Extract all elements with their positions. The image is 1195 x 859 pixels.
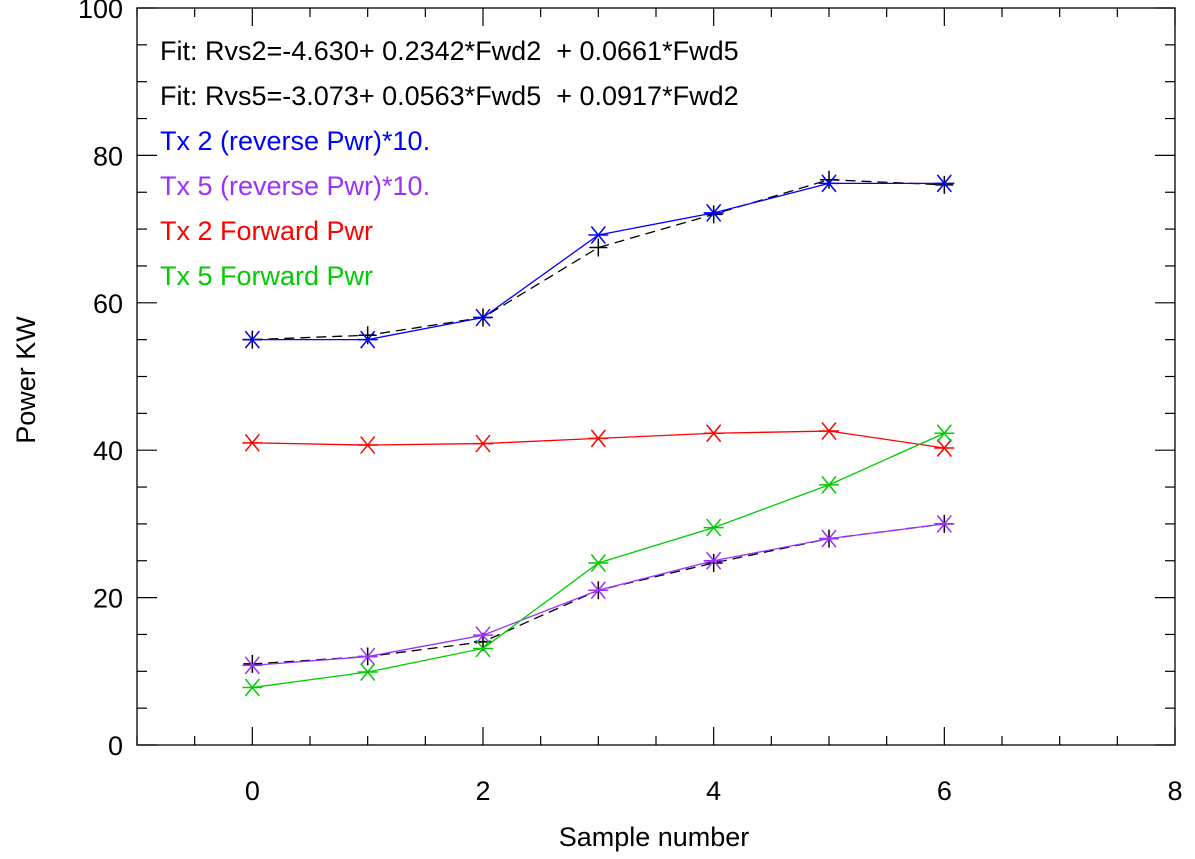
fit-point (243, 654, 262, 673)
legend-entry: Tx 5 (reverse Pwr)*10. (160, 171, 430, 201)
data-point (703, 551, 724, 570)
y-tick-label: 80 (93, 141, 123, 171)
data-point (934, 174, 955, 193)
data-point (242, 678, 263, 697)
data-point (473, 308, 493, 327)
fit-point (358, 326, 377, 345)
text-layer: Sample number Power KW Fit: Rvs2=-4.630+… (11, 36, 749, 852)
data-point (473, 626, 493, 645)
data-point (242, 656, 263, 675)
data-point (703, 518, 724, 537)
y-tick-label: 0 (108, 731, 123, 761)
data-series (242, 514, 955, 675)
x-tick-label: 0 (245, 776, 260, 806)
data-point (357, 663, 378, 682)
data-point (588, 226, 609, 244)
series-layer (242, 170, 955, 697)
data-point (819, 529, 839, 548)
fit-point (935, 175, 954, 194)
legend-entry: Tx 5 Forward Pwr (160, 261, 373, 291)
x-axis-label: Sample number (559, 822, 750, 852)
x-tick-label: 6 (937, 776, 952, 806)
data-point (703, 424, 724, 443)
data-point (588, 429, 609, 448)
x-tick-label: 8 (1167, 776, 1182, 806)
data-point (819, 422, 839, 441)
data-point (473, 434, 493, 453)
fit-annotation-rvs2: Fit: Rvs2=-4.630+ 0.2342*Fwd2 + 0.0661*F… (160, 36, 739, 66)
fit-point (820, 170, 838, 189)
x-tick-label: 2 (475, 776, 490, 806)
fit-series (243, 170, 954, 349)
legend-entry: Tx 2 Forward Pwr (160, 216, 373, 246)
data-point (703, 203, 724, 222)
data-point (934, 439, 955, 457)
legend: Tx 2 (reverse Pwr)*10. Tx 5 (reverse Pwr)… (160, 126, 430, 291)
y-axis-label: Power KW (11, 316, 41, 444)
fit-point (704, 553, 723, 572)
data-point (934, 514, 955, 533)
data-point (588, 553, 609, 572)
data-point (588, 581, 609, 600)
y-tick-label: 60 (93, 289, 123, 319)
y-tick-label: 100 (78, 0, 123, 24)
data-series (242, 174, 955, 349)
y-tick-label: 20 (93, 584, 123, 614)
data-series (242, 422, 955, 457)
data-point (819, 174, 839, 193)
data-point (242, 330, 263, 349)
data-point (357, 330, 378, 349)
fit-point (589, 238, 608, 257)
data-point (473, 639, 493, 658)
y-tick-label: 40 (93, 436, 123, 466)
data-point (357, 436, 378, 455)
data-point (934, 424, 955, 443)
data-series (242, 424, 955, 697)
legend-entry: Tx 2 (reverse Pwr)*10. (160, 126, 430, 156)
data-point (242, 433, 263, 452)
x-tick-label: 4 (706, 776, 721, 806)
fit-annotation-rvs5: Fit: Rvs5=-3.073+ 0.0563*Fwd5 + 0.0917*F… (160, 81, 739, 111)
data-point (819, 475, 839, 494)
data-point (357, 647, 378, 666)
